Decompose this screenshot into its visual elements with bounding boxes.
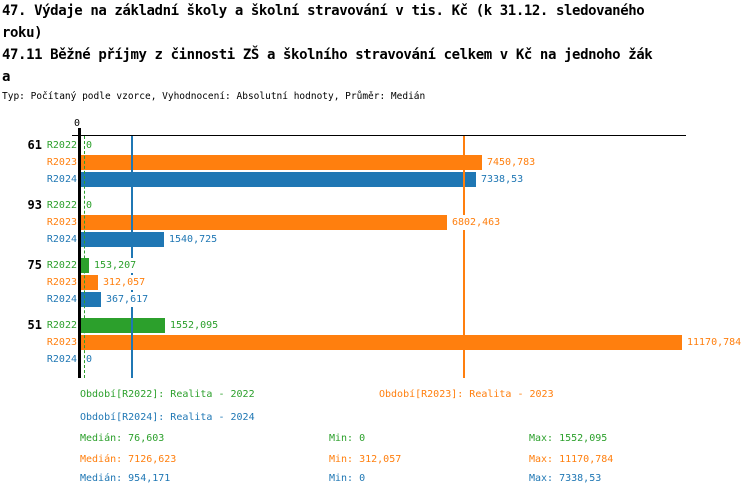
series-row-label: R2022 <box>46 260 77 271</box>
series-row-label: R2024 <box>46 174 77 185</box>
stat-max-R2023: Max: 11170,784 <box>529 454 614 465</box>
group-label: 93 <box>27 198 42 212</box>
stat-min-R2022: Min: 0 <box>329 433 366 444</box>
series-row-label: R2022 <box>46 320 77 331</box>
stat-max-R2024: Max: 7338,53 <box>529 473 602 484</box>
bar-R2024 <box>81 292 101 307</box>
series-row-label: R2023 <box>46 337 77 348</box>
bar-value-label: 367,617 <box>105 292 150 307</box>
stat-median-R2023: Medián: 7126,623 <box>80 454 177 465</box>
bar-R2024 <box>81 172 476 187</box>
bar-value-label: 7450,783 <box>486 155 537 170</box>
bar-value-label: 7338,53 <box>480 172 525 187</box>
bar-value-label: 6802,463 <box>451 215 502 230</box>
bar-R2022 <box>81 318 165 333</box>
median-line-R2024 <box>131 136 133 378</box>
series-row-label: R2023 <box>46 217 77 228</box>
series-row-label: R2023 <box>46 157 77 168</box>
bar-R2024 <box>81 232 164 247</box>
bar-value-label: 153,207 <box>93 258 138 273</box>
median-line-R2022 <box>84 136 85 378</box>
group-label: 75 <box>27 258 42 272</box>
series-row-label: R2024 <box>46 294 77 305</box>
bar-R2023 <box>81 215 447 230</box>
page-title-line: roku) <box>2 25 43 41</box>
bar-value-label: 0 <box>85 138 94 153</box>
x-axis-line <box>72 135 686 136</box>
bar-R2023 <box>81 275 98 290</box>
group-label: 51 <box>27 318 42 332</box>
bar-value-label: 11170,784 <box>686 335 743 350</box>
stat-median-R2022: Medián: 76,603 <box>80 433 165 444</box>
y-axis-line <box>78 128 81 378</box>
bar-R2022 <box>81 258 89 273</box>
legend-period-r2022: Období[R2022]: Realita - 2022 <box>80 389 255 400</box>
page-title-line: 47. Výdaje na základní školy a školní st… <box>2 3 645 19</box>
page-title-line: 47.11 Běžné příjmy z činnosti ZŠ a školn… <box>2 47 653 63</box>
bar-R2023 <box>81 155 482 170</box>
bar-R2023 <box>81 335 682 350</box>
median-line-R2023 <box>463 136 465 378</box>
stat-min-R2023: Min: 312,057 <box>329 454 402 465</box>
group-label: 61 <box>27 138 42 152</box>
x-axis-zero-tick-label: 0 <box>74 118 81 129</box>
indicator-meta-line: Typ: Počítaný podle vzorce, Vyhodnocení:… <box>2 91 426 102</box>
stat-median-R2024: Medián: 954,171 <box>80 473 171 484</box>
series-row-label: R2022 <box>46 140 77 151</box>
bar-value-label: 0 <box>85 352 94 367</box>
series-row-label: R2023 <box>46 277 77 288</box>
page-title-line: a <box>2 69 11 85</box>
bar-value-label: 1540,725 <box>168 232 219 247</box>
series-row-label: R2024 <box>46 234 77 245</box>
series-row-label: R2022 <box>46 200 77 211</box>
legend-period-r2024: Období[R2024]: Realita - 2024 <box>80 412 255 423</box>
bar-value-label: 312,057 <box>102 275 147 290</box>
bar-value-label: 1552,095 <box>169 318 220 333</box>
bar-value-label: 0 <box>85 198 94 213</box>
series-row-label: R2024 <box>46 354 77 365</box>
stat-max-R2022: Max: 1552,095 <box>529 433 608 444</box>
legend-period-r2023: Období[R2023]: Realita - 2023 <box>379 389 554 400</box>
stat-min-R2024: Min: 0 <box>329 473 366 484</box>
